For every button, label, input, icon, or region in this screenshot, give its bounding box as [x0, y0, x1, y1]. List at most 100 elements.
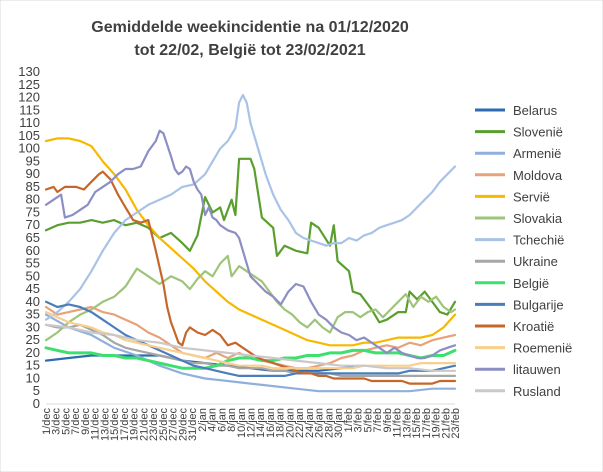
x-tick-label: 14/jan — [255, 408, 267, 438]
y-tick-label: 85 — [26, 179, 40, 194]
x-tick-label: 27/dec — [168, 408, 180, 442]
x-tick-label: 13/feb — [401, 408, 413, 439]
x-tick-label: 11/dec — [90, 408, 102, 441]
series-line-12 — [44, 129, 457, 360]
series-line-4 — [44, 137, 457, 347]
x-tick-label: 2/jan — [197, 408, 209, 432]
x-tick-label: 9/feb — [382, 408, 394, 432]
x-tick-label: 12/jan — [246, 408, 258, 438]
y-tick-label: 55 — [26, 256, 40, 271]
y-tick-label: 5 — [33, 383, 40, 398]
y-tick-label: 95 — [26, 153, 40, 168]
x-tick-label: 16/jan — [265, 408, 277, 438]
y-tick-label: 120 — [18, 90, 40, 105]
x-tick-label: 4/jan — [207, 408, 219, 432]
legend-label: litauwen — [513, 362, 561, 377]
y-tick-label: 65 — [26, 230, 40, 245]
y-tick-label: 10 — [26, 370, 40, 385]
y-tick-label: 25 — [26, 332, 40, 347]
y-tick-label: 130 — [18, 64, 40, 79]
x-tick-label: 7/dec — [70, 408, 82, 435]
x-tick-label: 25/dec — [158, 408, 170, 442]
x-tick-label: 10/jan — [236, 408, 248, 438]
x-tick-label: 15/dec — [109, 408, 121, 442]
x-tick-label: 5/dec — [60, 408, 72, 435]
legend-label: Slovenië — [513, 125, 563, 140]
x-tick-label: 6/jan — [216, 408, 228, 432]
x-tick-label: 22/jan — [294, 408, 306, 438]
series-line-7 — [44, 323, 457, 377]
legend-label: België — [513, 276, 549, 291]
chart-title-line-2: tot 22/02, België tot 23/02/2021 — [134, 42, 365, 59]
x-tick-label: 1/dec — [41, 408, 53, 435]
y-tick-label: 0 — [33, 396, 40, 411]
x-tick-label: 21/dec — [138, 408, 150, 442]
series-line-10 — [44, 170, 457, 385]
x-tick-label: 23/dec — [148, 408, 160, 442]
x-tick-label: 24/jan — [304, 408, 316, 438]
y-tick-label: 75 — [26, 204, 40, 219]
x-tick-label: 31/dec — [187, 408, 199, 442]
legend-label: Armenië — [513, 146, 561, 161]
y-tick-label: 45 — [26, 281, 40, 296]
x-tick-label: 1/feb — [343, 408, 355, 432]
x-tick-label: 30/jan — [333, 408, 345, 438]
x-tick-label: 21/feb — [440, 408, 452, 439]
x-tick-label: 7/feb — [372, 408, 384, 432]
y-axis: 0510152025303540455055606570758085909510… — [18, 64, 40, 411]
y-tick-label: 125 — [18, 77, 40, 92]
legend-label: Servië — [513, 189, 550, 204]
chart-title-line-1: Gemiddelde weekincidentie na 01/12/2020 — [91, 19, 409, 36]
legend-label: Belarus — [513, 103, 558, 118]
y-tick-label: 20 — [26, 345, 40, 360]
x-tick-label: 15/feb — [411, 408, 423, 439]
y-tick-label: 50 — [26, 268, 40, 283]
y-tick-label: 80 — [26, 192, 40, 207]
y-tick-label: 30 — [26, 319, 40, 334]
y-tick-label: 90 — [26, 166, 40, 181]
x-tick-label: 19/feb — [431, 408, 443, 439]
x-tick-label: 9/dec — [80, 408, 92, 435]
x-tick-label: 17/feb — [421, 408, 433, 439]
x-tick-label: 26/jan — [314, 408, 326, 438]
legend: Belarus Slovenië Armenië Moldova Servië Slova… — [475, 103, 572, 399]
x-tick-label: 29/dec — [177, 408, 189, 442]
x-tick-label: 19/dec — [129, 408, 141, 442]
legend-label: Tchechië — [513, 233, 564, 248]
series-line-9 — [44, 300, 457, 377]
y-tick-label: 40 — [26, 294, 40, 309]
legend-label: Moldova — [513, 168, 563, 183]
x-tick-label: 8/jan — [226, 408, 238, 432]
x-tick-label: 28/jan — [323, 408, 335, 438]
x-tick-label: 3/dec — [51, 408, 63, 435]
y-tick-label: 60 — [26, 243, 40, 258]
x-tick-label: 23/feb — [450, 408, 462, 439]
series-line-2 — [44, 313, 457, 393]
y-tick-label: 15 — [26, 358, 40, 373]
legend-label: Kroatië — [513, 319, 554, 334]
series-line-6 — [44, 93, 457, 321]
legend-label: Roemenië — [513, 341, 572, 356]
legend-label: Ukraine — [513, 254, 558, 269]
series-layer — [44, 93, 457, 393]
x-axis: 1/dec3/dec5/dec7/dec9/dec11/dec13/dec15/… — [41, 403, 462, 442]
y-tick-label: 110 — [19, 115, 40, 130]
x-tick-label: 18/jan — [275, 408, 287, 438]
x-tick-label: 17/dec — [119, 408, 131, 442]
x-tick-label: 3/feb — [353, 408, 365, 432]
x-tick-label: 11/feb — [392, 408, 404, 438]
legend-label: Rusland — [513, 384, 561, 399]
x-tick-label: 20/jan — [284, 408, 296, 438]
series-line-1 — [44, 157, 457, 324]
y-tick-label: 115 — [19, 102, 40, 117]
legend-label: Slovakia — [513, 211, 563, 226]
x-tick-label: 13/dec — [99, 408, 111, 442]
y-tick-label: 35 — [26, 307, 40, 322]
y-tick-label: 70 — [26, 217, 40, 232]
y-tick-label: 105 — [18, 128, 40, 143]
x-tick-label: 5/feb — [362, 408, 374, 432]
y-tick-label: 100 — [18, 141, 40, 156]
legend-label: Bulgarije — [513, 297, 564, 312]
series-line-13 — [44, 323, 457, 372]
